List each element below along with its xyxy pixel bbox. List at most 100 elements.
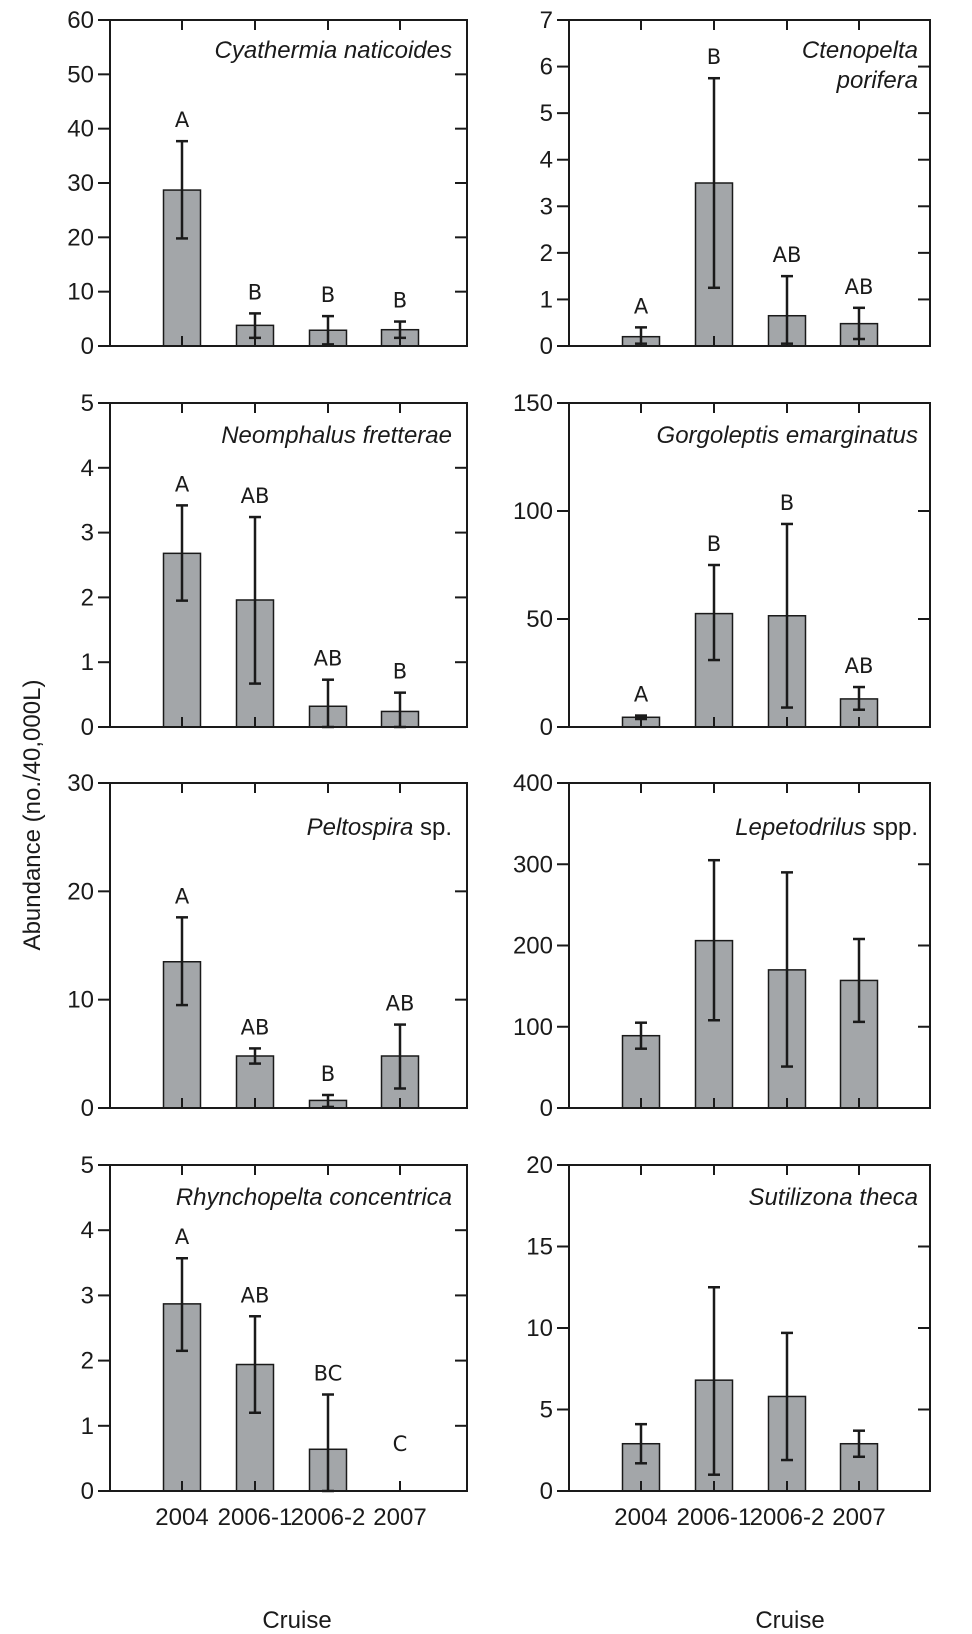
y-tick-label: 0: [540, 1478, 553, 1505]
panel-title-part: Lepetodrilus: [735, 814, 866, 841]
significance-letter: A: [634, 294, 649, 318]
y-tick-label: 1: [540, 286, 553, 313]
y-axis-label: Abundance (no./40,000L): [19, 680, 46, 951]
y-tick-label: 2: [540, 240, 553, 267]
significance-letter: A: [175, 472, 190, 496]
plot-frame: [109, 1164, 468, 1492]
significance-letter: B: [393, 289, 407, 313]
significance-letter: AB: [241, 484, 270, 508]
y-tick-label: 0: [81, 1478, 94, 1505]
panel-title: Neomphalus fretterae: [221, 422, 452, 449]
significance-letter: B: [780, 491, 794, 515]
y-tick-label: 0: [81, 333, 94, 360]
y-tick-label: 5: [81, 390, 94, 417]
panel-title: Sutilizona theca: [749, 1184, 918, 1211]
significance-letter: AB: [314, 647, 343, 671]
x-tick-label: 2004: [614, 1504, 667, 1531]
y-tick-label: 4: [540, 147, 553, 174]
panel-title: Lepetodrilus spp.: [735, 814, 918, 841]
y-tick-label: 50: [67, 61, 94, 88]
plot-frame: [568, 402, 931, 728]
panel-title: Cyathermia naticoides: [215, 37, 452, 64]
significance-letter: A: [634, 683, 649, 707]
significance-letter: AB: [241, 1283, 270, 1307]
y-tick-label: 300: [513, 851, 553, 878]
x-axis-label-right: Cruise: [755, 1607, 824, 1634]
panel-title: porifera: [836, 67, 918, 94]
panel-title-part: Cyathermia naticoides: [215, 37, 452, 64]
y-tick-label: 40: [67, 116, 94, 143]
panel-title-part: Peltospira: [307, 814, 414, 841]
y-tick-label: 3: [81, 1282, 94, 1309]
y-tick-label: 20: [526, 1152, 553, 1179]
y-tick-label: 20: [67, 224, 94, 251]
y-tick-label: 200: [513, 933, 553, 960]
x-tick-label: 2006-2: [750, 1504, 825, 1531]
panel-title: Rhynchopelta concentrica: [176, 1184, 452, 1211]
y-tick-label: 0: [540, 714, 553, 741]
significance-letter: B: [321, 1062, 335, 1086]
y-tick-label: 20: [67, 878, 94, 905]
x-tick-label: 2007: [373, 1504, 426, 1531]
y-tick-label: 10: [67, 279, 94, 306]
x-tick-label: 2006-1: [677, 1504, 752, 1531]
y-tick-label: 1: [81, 1413, 94, 1440]
significance-letter: B: [321, 283, 335, 307]
y-tick-label: 5: [540, 1397, 553, 1424]
plot-frame: [568, 19, 931, 347]
significance-letter: AB: [845, 654, 874, 678]
chart-panel: 0 100 200 300 400 Lepetodrilus spp.: [513, 770, 931, 1122]
panel-title: Peltospira sp.: [307, 814, 452, 841]
chart-panel: A B B B 0 10 20 30 40 50 60 Cyathermia naticoides: [67, 7, 468, 360]
y-tick-label: 3: [81, 520, 94, 547]
chart-panel: A AB B AB 0 10 20 30 Peltospira sp.: [67, 770, 468, 1122]
panel-title-part: Sutilizona theca: [749, 1184, 918, 1211]
y-tick-label: 5: [81, 1152, 94, 1179]
y-tick-label: 2: [81, 584, 94, 611]
y-tick-label: 4: [81, 1217, 94, 1244]
significance-letter: BC: [314, 1362, 343, 1386]
significance-letter: A: [175, 884, 190, 908]
plot-frame: [109, 402, 468, 728]
significance-letter: B: [248, 280, 262, 304]
significance-letter: A: [175, 108, 190, 132]
y-tick-label: 50: [526, 606, 553, 633]
significance-letter: B: [707, 532, 721, 556]
significance-letter: B: [707, 45, 721, 69]
y-tick-label: 30: [67, 170, 94, 197]
y-tick-label: 0: [540, 1095, 553, 1122]
y-tick-label: 6: [540, 54, 553, 81]
panel-title-part: spp.: [866, 814, 918, 841]
y-tick-label: 4: [81, 455, 94, 482]
y-tick-label: 30: [67, 770, 94, 797]
panel-title: Ctenopelta: [802, 37, 918, 64]
y-tick-label: 150: [513, 390, 553, 417]
x-tick-label: 2006-1: [218, 1504, 293, 1531]
significance-letter: AB: [241, 1015, 270, 1039]
significance-letter: AB: [773, 243, 802, 267]
y-tick-label: 60: [67, 7, 94, 34]
x-tick-label: 2007: [832, 1504, 885, 1531]
y-tick-label: 1: [81, 649, 94, 676]
y-tick-label: 100: [513, 1014, 553, 1041]
chart-panel: A AB AB B 0 1 2 3 4 5 Neomphalus fretterae: [81, 390, 468, 741]
significance-letter: AB: [386, 992, 415, 1016]
panel-title-part: Neomphalus fretterae: [221, 422, 452, 449]
y-tick-label: 0: [81, 714, 94, 741]
y-tick-label: 7: [540, 7, 553, 34]
y-tick-label: 400: [513, 770, 553, 797]
y-tick-label: 3: [540, 193, 553, 220]
x-axis-label-left: Cruise: [262, 1607, 331, 1634]
panel-title: Gorgoleptis emarginatus: [657, 422, 918, 449]
panel-title-part: Gorgoleptis emarginatus: [657, 422, 918, 449]
y-tick-label: 5: [540, 100, 553, 127]
panel-title-part: sp.: [413, 814, 452, 841]
y-tick-label: 0: [540, 333, 553, 360]
panel-title-part: Rhynchopelta concentrica: [176, 1184, 452, 1211]
